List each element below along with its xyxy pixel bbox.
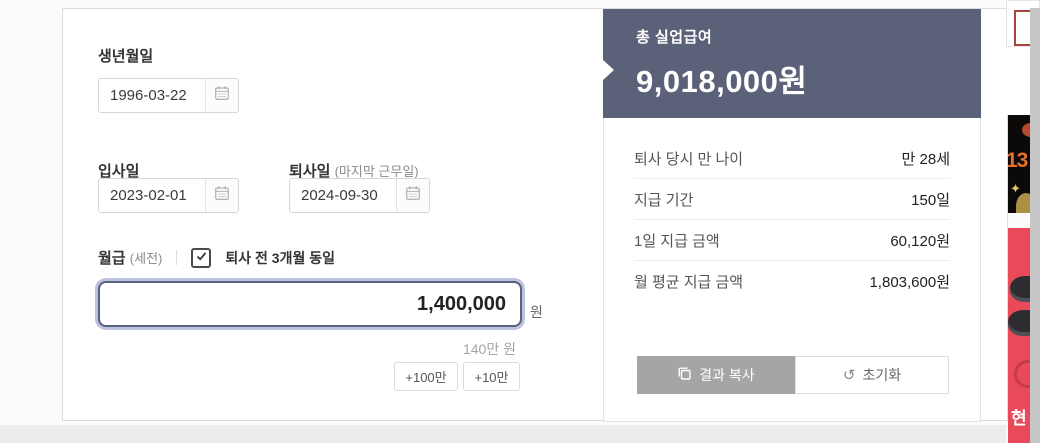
result-details-panel: 퇴사 당시 만 나이 만 28세 지급 기간 150일 1일 지급 금액 60,… (603, 118, 981, 422)
total-benefit-panel: 총 실업급여 9,018,000원 (603, 9, 981, 118)
calendar-icon (405, 185, 421, 206)
leave-date-calendar-button[interactable] (396, 179, 429, 212)
result-row-value: 150일 (911, 191, 950, 209)
total-benefit-label: 총 실업급여 (636, 29, 713, 46)
car-image (1008, 310, 1032, 336)
copy-result-label: 결과 복사 (699, 367, 755, 383)
check-icon (196, 249, 207, 267)
join-date-label: 입사일 (98, 163, 140, 180)
salary-label-main: 월급 (98, 250, 126, 267)
page-bottom-band (0, 425, 1006, 443)
ad-red-text: 현 (1011, 409, 1027, 428)
result-row-label: 월 평균 지급 금액 (634, 273, 744, 291)
salary-label-sub: (세전) (129, 251, 163, 266)
calendar-icon (214, 85, 230, 106)
leave-date-label-main: 퇴사일 (289, 163, 331, 180)
same-3-months-checkbox[interactable] (191, 247, 212, 268)
ad-emblem-circle (1014, 360, 1032, 388)
reset-label: 초기화 (862, 367, 902, 383)
copy-icon (677, 366, 692, 384)
result-row-value: 1,803,600원 (869, 273, 950, 291)
ad-orange-badge (1022, 123, 1032, 137)
unemployment-benefit-calculator-card: 생년월일 입사일 퇴사일 (마지막 근무일) 월급 (62, 8, 1008, 422)
salary-label: 월급 (세전) (98, 247, 162, 268)
copy-result-button[interactable]: 결과 복사 (637, 356, 795, 394)
result-row-age: 퇴사 당시 만 나이 만 28세 (634, 138, 950, 179)
label-divider (176, 250, 178, 265)
join-date-calendar-button[interactable] (205, 179, 238, 212)
reset-button[interactable]: ↺ 초기화 (795, 356, 949, 394)
birthdate-input-group (98, 78, 239, 113)
result-row-value: 60,120원 (890, 232, 950, 250)
result-row-label: 퇴사 당시 만 나이 (634, 150, 744, 168)
salary-input[interactable] (98, 281, 522, 327)
result-row-monthly-average: 월 평균 지급 금액 1,803,600원 (634, 261, 950, 301)
add-10man-button[interactable]: +10만 (463, 362, 520, 391)
birthdate-label: 생년월일 (98, 48, 154, 65)
result-row-label: 1일 지급 금액 (634, 232, 720, 250)
panel-arrow-notch (603, 60, 614, 80)
salary-hint: 140만 원 (462, 341, 516, 357)
birthdate-calendar-button[interactable] (205, 79, 238, 112)
result-buttons: 결과 복사 ↺ 초기화 (637, 356, 949, 394)
leave-date-input-group (289, 178, 430, 213)
join-date-input-group (98, 178, 239, 213)
result-row-label: 지급 기간 (634, 191, 694, 209)
salary-unit: 원 (530, 304, 543, 320)
calendar-icon (214, 185, 230, 206)
ad-gold-shape (1016, 193, 1032, 213)
page-scrollbar[interactable] (1030, 8, 1040, 443)
reset-icon: ↺ (842, 366, 856, 384)
leave-date-label: 퇴사일 (마지막 근무일) (289, 160, 419, 181)
add-100man-button[interactable]: +100만 (394, 362, 458, 391)
car-image (1010, 276, 1032, 302)
leave-date-label-sub: (마지막 근무일) (334, 164, 419, 179)
result-row-value: 만 28세 (901, 150, 950, 168)
join-date-input[interactable] (99, 179, 205, 212)
result-row-daily-amount: 1일 지급 금액 60,120원 (634, 220, 950, 261)
same-3-months-checkbox-label: 퇴사 전 3개월 동일 (225, 249, 335, 266)
total-benefit-value: 9,018,000원 (636, 64, 808, 99)
ad-thumbnail-black[interactable]: 13 ✦ (1008, 115, 1032, 213)
ad-number-text: 13 (1008, 149, 1028, 172)
leave-date-input[interactable] (290, 179, 396, 212)
ad-thumbnail-red[interactable]: 현 (1008, 228, 1032, 443)
sparkle-icon: ✦ (1010, 181, 1021, 196)
result-row-period: 지급 기간 150일 (634, 179, 950, 220)
birthdate-input[interactable] (99, 79, 205, 112)
salary-label-row: 월급 (세전) 퇴사 전 3개월 동일 (98, 247, 335, 268)
